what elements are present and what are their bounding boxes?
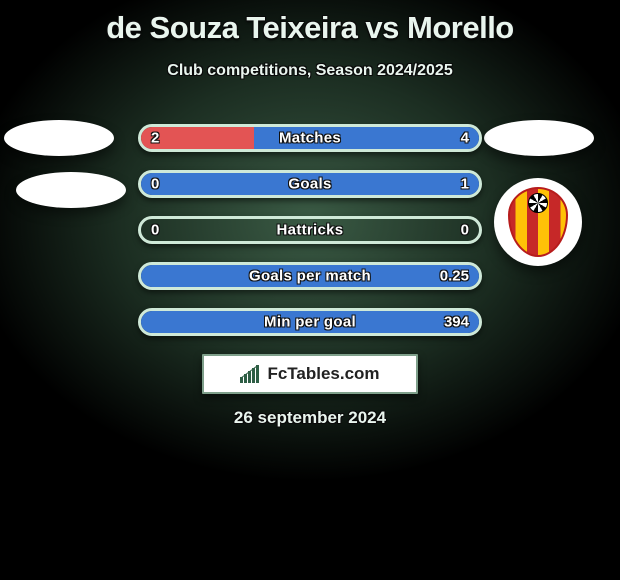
stat-label: Goals [288, 176, 331, 193]
generated-date: 26 september 2024 [0, 408, 620, 428]
player1-club-placeholder [16, 172, 126, 208]
stat-row: 0 Hattricks 0 [138, 216, 482, 244]
stat-label: Matches [279, 130, 341, 147]
subtitle: Club competitions, Season 2024/2025 [0, 62, 620, 80]
stat-value-right: 0 [461, 222, 469, 239]
watermark-text: FcTables.com [267, 364, 379, 384]
stat-value-right: 1 [461, 176, 469, 193]
player2-club-crest [494, 178, 582, 266]
page-title: de Souza Teixeira vs Morello [0, 10, 620, 46]
stat-value-right: 0.25 [440, 268, 469, 285]
stat-row: 2 Matches 4 [138, 124, 482, 152]
stat-label: Min per goal [264, 314, 356, 331]
watermark: FcTables.com [202, 354, 418, 394]
stat-label: Goals per match [249, 268, 371, 285]
stat-row: 0 Goals 1 [138, 170, 482, 198]
stat-rows: 2 Matches 4 0 Goals 1 0 Hattricks 0 Goals per mat… [138, 124, 482, 354]
stat-value-right: 394 [444, 314, 469, 331]
stat-value-left: 0 [151, 176, 159, 193]
comparison-card: de Souza Teixeira vs Morello Club compet… [0, 0, 620, 580]
stat-row: Goals per match 0.25 [138, 262, 482, 290]
player1-avatar-placeholder [4, 120, 114, 156]
bar-chart-icon [240, 365, 262, 383]
birkirkara-crest-icon [508, 187, 568, 257]
stat-label: Hattricks [277, 222, 344, 239]
stat-value-left: 0 [151, 222, 159, 239]
player2-avatar-placeholder [484, 120, 594, 156]
stat-row: Min per goal 394 [138, 308, 482, 336]
stat-value-left: 2 [151, 130, 159, 147]
stat-value-right: 4 [461, 130, 469, 147]
